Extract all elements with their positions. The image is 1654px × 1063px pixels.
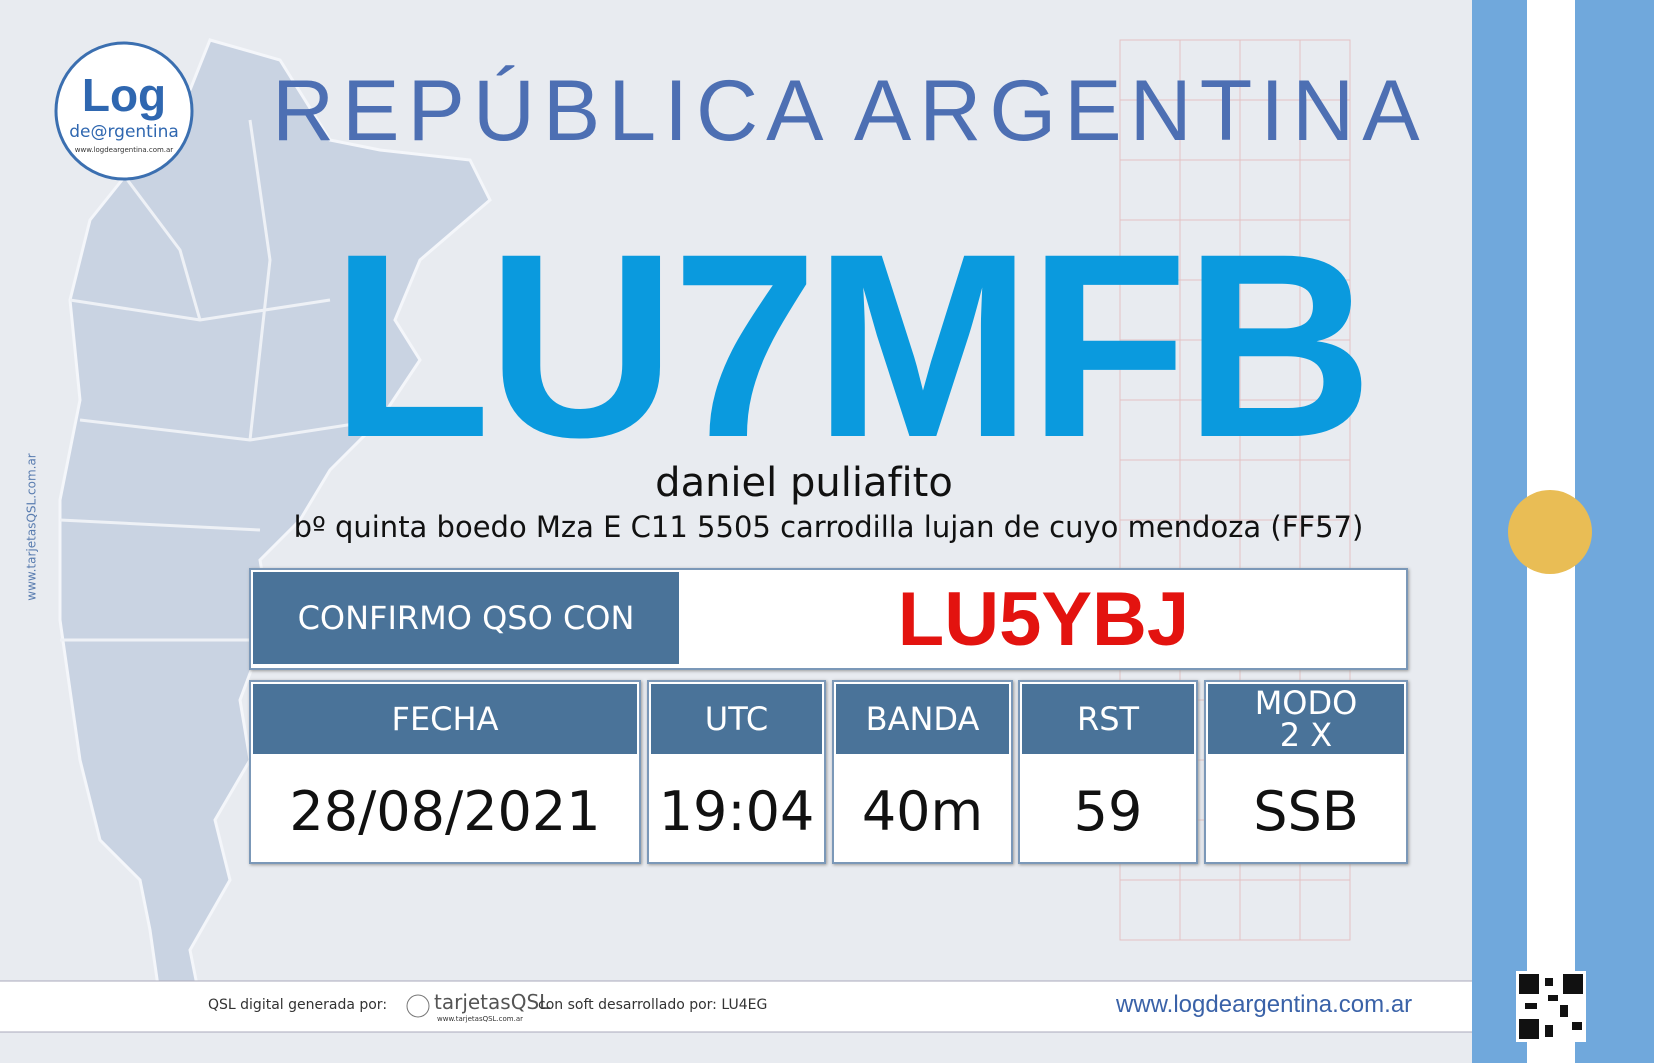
table-value: 40m: [861, 780, 984, 843]
header-text: BANDA: [865, 700, 980, 738]
table-header: FECHA: [253, 684, 637, 754]
footer-brand-url: www.tarjetasQSL.com.ar: [437, 1015, 524, 1023]
header-note: 2 X: [1279, 716, 1333, 754]
callsign: LU7MFB: [330, 199, 1373, 492]
table-header: UTC: [651, 684, 822, 754]
table-value: 28/08/2021: [289, 780, 601, 843]
logo-title: Log: [81, 69, 167, 121]
header-text: FECHA: [391, 700, 499, 738]
logo-circle: [54, 41, 194, 181]
table-header: BANDA: [836, 684, 1009, 754]
footer-band: [0, 981, 1472, 1032]
confirm-callsign: LU5YBJ: [897, 577, 1190, 662]
table-value: SSB: [1253, 780, 1359, 843]
header-text: MODO: [1254, 684, 1358, 722]
table-cell: MODO 2 X SSB: [1204, 680, 1408, 864]
qr-pattern: [1519, 974, 1583, 1039]
side-url: www.tarjetasQSL.com.ar: [24, 453, 39, 601]
table-header: MODO 2 X: [1208, 684, 1404, 754]
country-title: REPÚBLICA ARGENTINA: [272, 63, 1428, 159]
address: bº quinta boedo Mza E C11 5505 carrodill…: [293, 510, 1364, 544]
map-borders: [59, 119, 381, 642]
operator-name: daniel puliafito: [655, 460, 953, 506]
table-cell: BANDA 40m: [832, 680, 1013, 864]
footer-software: con soft desarrollado por: LU4EG: [538, 997, 768, 1013]
header-text: RST: [1076, 700, 1140, 738]
table-header: RST: [1022, 684, 1194, 754]
logo-subtitle: de@rgentina: [69, 122, 179, 142]
table-cell: UTC 19:04: [647, 680, 826, 864]
table-value: 59: [1073, 780, 1143, 843]
sun: [1508, 490, 1592, 574]
brand-icon: [406, 994, 430, 1018]
table-cell: FECHA 28/08/2021: [249, 680, 641, 864]
confirm-box: CONFIRMO QSO CON LU5YBJ: [249, 568, 1408, 670]
footer-brand: tarjetasQSL: [434, 990, 551, 1014]
table-cell: RST 59: [1018, 680, 1198, 864]
header-text: UTC: [704, 700, 769, 738]
table-value: 19:04: [658, 780, 815, 843]
logo-url: www.logdeargentina.com.ar: [74, 146, 174, 154]
footer-url: www.logdeargentina.com.ar: [1116, 991, 1413, 1018]
confirm-label: CONFIRMO QSO CON: [253, 572, 679, 664]
footer-generated: QSL digital generada por:: [208, 997, 388, 1013]
map-argentina: [58, 38, 492, 1002]
